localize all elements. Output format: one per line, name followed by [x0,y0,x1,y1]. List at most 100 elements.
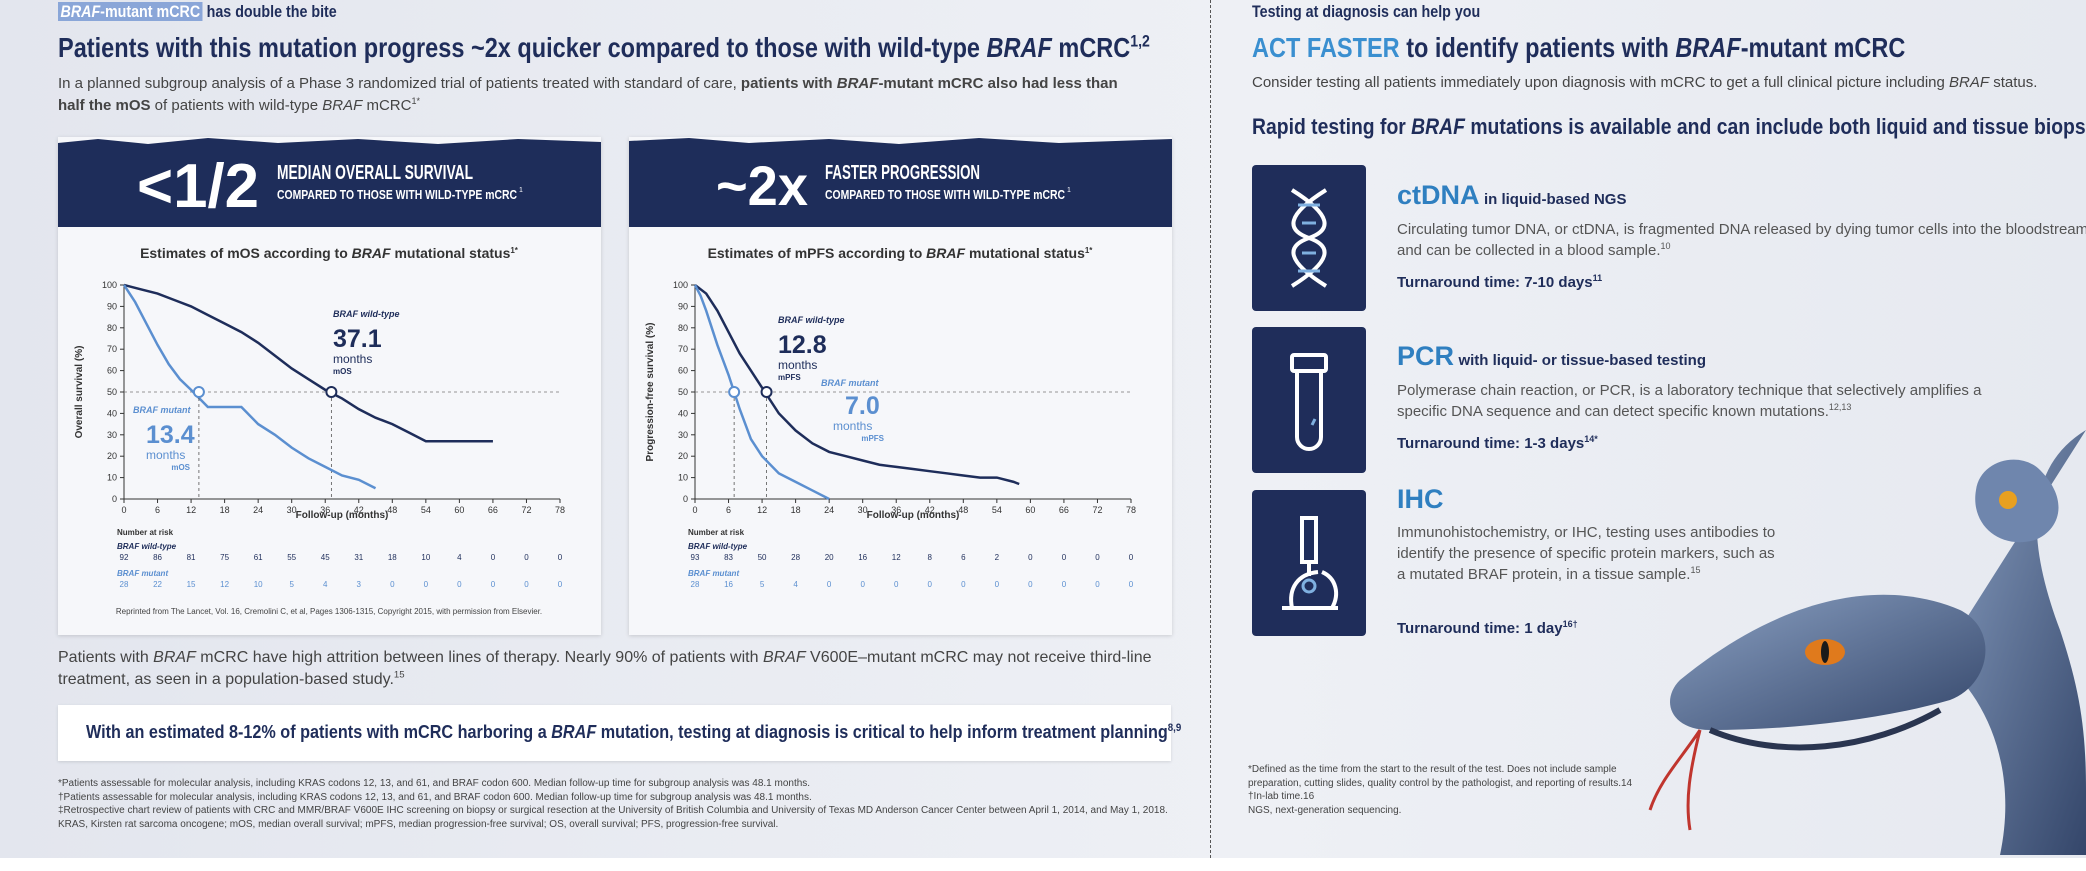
icon-tile [1252,490,1366,636]
risk-value: 0 [995,580,1000,589]
method: ctDNA in liquid-based NGS [1397,180,1626,211]
footnote: †Patients assessable for molecular analy… [58,791,812,803]
kicker: BRAF-mutant mCRC has double the bite [58,2,390,22]
risk-value: 0 [860,580,865,589]
risk-value: 0 [1062,580,1067,589]
callout-text: mutation, testing at diagnosis is critic… [596,722,1168,742]
microscope-icon [1282,516,1339,610]
y-tick-label: 60 [107,366,117,376]
title-text: to identify patients with [1399,32,1676,63]
risk-value: 12 [892,553,901,562]
x-tick-label: 6 [155,505,160,515]
ref: 14* [1584,434,1598,444]
x-tick-label: 60 [1025,505,1035,515]
x-tick-label: 12 [186,505,196,515]
risk-value: 22 [153,580,162,589]
risk-row-label: BRAF wild-type [117,542,177,551]
ref: 1 [1067,187,1071,194]
footnotes: *Defined as the time from the start to t… [1248,763,1658,817]
note-text: V600E–mutant mCRC may not receive third-… [58,649,1152,688]
y-tick-label: 100 [102,280,117,290]
footnote: KRAS, Kirsten rat sarcoma oncogene; mOS,… [58,818,779,830]
callout-em: BRAF [551,722,597,742]
median-marker [325,386,338,398]
x-tick-label: 0 [692,505,697,515]
risk-value: 0 [491,553,496,562]
snake-illustration [1648,430,2086,855]
risk-value: 0 [524,580,529,589]
subhead-em: BRAF [1411,114,1465,139]
y-tick-label: 60 [678,366,688,376]
risk-value: 16 [724,580,733,589]
y-axis-label: Progression-free survival (%) [645,323,656,462]
risk-value: 28 [691,580,700,589]
x-tick-label: 12 [757,505,767,515]
risk-value: 16 [858,553,867,562]
snake-tongue [1648,729,1702,831]
subhead-text: Rapid testing for [1252,114,1412,139]
intro-text: mCRC [362,97,412,114]
risk-value: 55 [287,553,296,562]
x-tick-label: 18 [791,505,801,515]
risk-value: 86 [153,553,162,562]
banner-big: ~2x [716,154,808,217]
callout: With an estimated 8-12% of patients with… [86,722,1303,743]
risk-value: 0 [1062,553,1067,562]
intro-text: Consider testing all patients immediatel… [1252,74,1950,91]
risk-value: 0 [1129,580,1134,589]
footnote: NGS, next-generation sequencing. [1248,804,1402,816]
risk-value: 4 [793,580,798,589]
chart-title-text: Estimates of mPFS according to [708,245,927,261]
intro: In a planned subgroup analysis of a Phas… [58,73,1118,117]
snake-eye [1999,491,2017,509]
turnaround-text: Turnaround time: 1-3 days [1397,435,1585,452]
risk-row-label: BRAF mutant [117,569,168,578]
y-tick-label: 80 [107,323,117,333]
risk-title: Number at risk [117,528,174,537]
x-tick-label: 60 [454,505,464,515]
x-tick-label: 66 [488,505,498,515]
note-text: mCRC have high attrition between lines o… [195,649,763,666]
risk-value: 92 [120,553,129,562]
risk-value: 50 [758,553,767,562]
bottom-strip [0,858,2086,871]
x-tick-label: 78 [555,505,565,515]
x-tick-label: 30 [287,505,297,515]
card-graphic: <1/2 MEDIAN OVERALL SURVIVAL COMPARED TO… [58,138,601,616]
method-qualifier: with liquid- or tissue-based testing [1458,352,1706,369]
x-tick-label: 42 [354,505,364,515]
risk-value: 0 [457,580,462,589]
y-tick-label: 20 [107,451,117,461]
risk-value: 0 [558,580,563,589]
x-tick-label: 36 [320,505,330,515]
note-text: Patients with [58,649,154,666]
risk-title: Number at risk [688,528,745,537]
risk-value: 4 [323,580,328,589]
risk-value: 20 [825,553,834,562]
turnaround-text: Turnaround time: 1 day [1397,620,1563,637]
chart-title-text: Estimates of mOS according to [140,245,352,261]
ref: 16† [1562,619,1578,629]
intro-strong: -mutant mCRC also had less than half the… [58,75,1118,114]
turnaround: Turnaround time: 1-3 days14* [1397,434,1598,453]
title-em: BRAF [1675,32,1741,63]
divider [1210,0,1211,858]
title-em: BRAF [986,32,1052,63]
y-tick-label: 40 [678,408,688,418]
method-qualifier: in liquid-based NGS [1483,191,1627,208]
survival-curve [123,283,493,443]
median-label: mOS [333,367,352,376]
footnote: *Patients assessable for molecular analy… [58,778,811,789]
risk-value: 6 [961,553,966,562]
survival-curve [693,284,830,501]
median-value: 13.4 [146,421,195,449]
method: PCR with liquid- or tissue-based testing [1397,341,1706,372]
description-text: Polymerase chain reaction, or PCR, is a … [1397,382,1982,420]
y-axis-label: Overall survival (%) [74,346,85,439]
card: ~2x FASTER PROGRESSION COMPARED TO THOSE… [629,137,1172,635]
y-tick-label: 10 [678,473,688,483]
risk-value: 28 [120,580,129,589]
intro: Consider testing all patients immediatel… [1252,74,2037,91]
median-unit: months [333,352,372,366]
snake-jaw [1708,707,1942,751]
